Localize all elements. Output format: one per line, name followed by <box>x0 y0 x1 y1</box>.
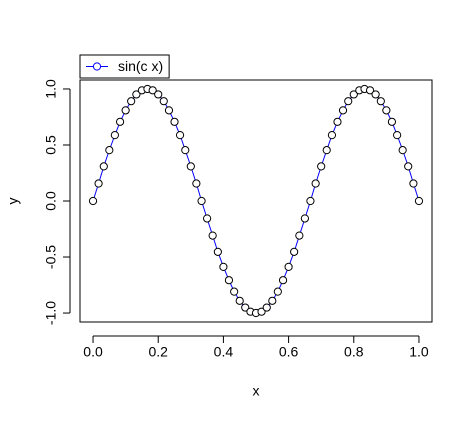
point <box>387 117 397 126</box>
point <box>382 106 391 115</box>
point <box>262 303 271 312</box>
point <box>94 179 103 188</box>
point <box>235 296 244 305</box>
point <box>273 287 282 296</box>
plot-box <box>79 79 433 323</box>
point <box>284 262 293 271</box>
point <box>181 146 190 155</box>
point <box>344 97 353 106</box>
y-axis-label: y <box>5 198 21 205</box>
y-tick-label: 0.0 <box>43 191 59 211</box>
point <box>414 196 424 206</box>
point <box>88 196 98 206</box>
point <box>268 296 277 305</box>
point <box>371 90 380 99</box>
point <box>300 214 309 223</box>
point <box>213 247 222 256</box>
point <box>224 276 234 285</box>
point <box>306 196 315 206</box>
point <box>148 86 157 95</box>
point <box>203 214 212 223</box>
point <box>404 162 413 171</box>
point <box>376 97 385 106</box>
point <box>164 106 174 115</box>
legend-label: sin(c x) <box>118 58 163 74</box>
y-tick-label: -1.0 <box>43 301 59 325</box>
legend-box <box>79 54 170 79</box>
x-tick-label: 0.8 <box>344 344 364 360</box>
point <box>99 162 108 171</box>
x-tick-label: 0.6 <box>279 344 299 360</box>
point <box>257 307 266 316</box>
x-tick-label: 0.0 <box>83 344 103 360</box>
point <box>241 303 250 312</box>
point <box>159 97 168 106</box>
point <box>115 117 125 126</box>
point <box>105 146 114 155</box>
point <box>170 117 179 126</box>
point <box>121 106 130 115</box>
point <box>278 276 288 285</box>
point <box>127 97 136 106</box>
x-axis-label: x <box>253 383 260 399</box>
point <box>208 231 217 240</box>
point <box>154 90 163 99</box>
point <box>365 86 375 95</box>
point <box>398 146 407 155</box>
y-tick-label: -0.5 <box>43 245 59 269</box>
point <box>409 179 418 188</box>
x-tick-label: 1.0 <box>409 344 429 360</box>
point <box>322 146 331 155</box>
point <box>219 262 228 271</box>
point <box>290 247 299 256</box>
point <box>333 117 342 126</box>
point <box>186 162 195 171</box>
y-tick-label: 1.0 <box>43 79 59 99</box>
point <box>132 90 141 99</box>
point <box>110 131 119 140</box>
point <box>349 90 358 99</box>
point <box>295 231 304 240</box>
point <box>175 131 185 140</box>
point <box>192 179 201 188</box>
point <box>393 131 402 140</box>
point <box>338 106 348 115</box>
point <box>230 287 239 296</box>
point <box>317 162 326 171</box>
point <box>327 131 337 140</box>
series-line <box>92 88 420 314</box>
y-tick-label: 0.5 <box>43 135 59 155</box>
legend-marker <box>92 62 102 71</box>
x-tick-label: 0.2 <box>148 344 168 360</box>
point <box>197 196 206 206</box>
x-tick-label: 0.4 <box>214 344 234 360</box>
point <box>311 179 320 188</box>
